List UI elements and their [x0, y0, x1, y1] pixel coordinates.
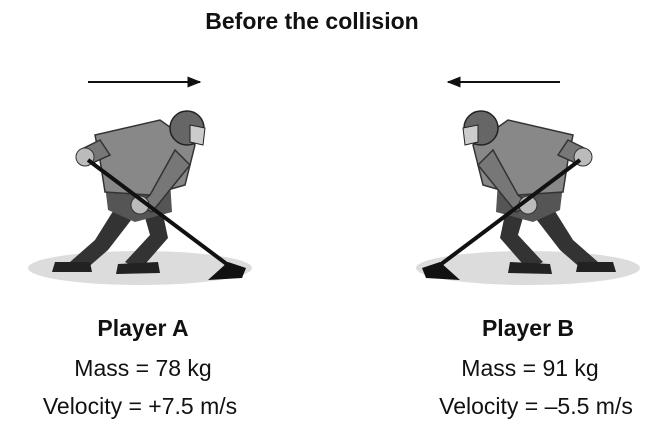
player-b-figure	[414, 109, 642, 287]
player-b-mass: Mass = 91 kg	[461, 355, 598, 381]
player-a-velocity: Velocity = +7.5 m/s	[43, 393, 237, 419]
player-b-name: Player B	[482, 315, 574, 341]
player-a-name: Player A	[97, 315, 188, 341]
player-a-figure	[26, 109, 254, 287]
title: Before the collision	[205, 8, 418, 34]
player-a-mass: Mass = 78 kg	[74, 355, 211, 381]
player-b-velocity: Velocity = –5.5 m/s	[439, 393, 633, 419]
